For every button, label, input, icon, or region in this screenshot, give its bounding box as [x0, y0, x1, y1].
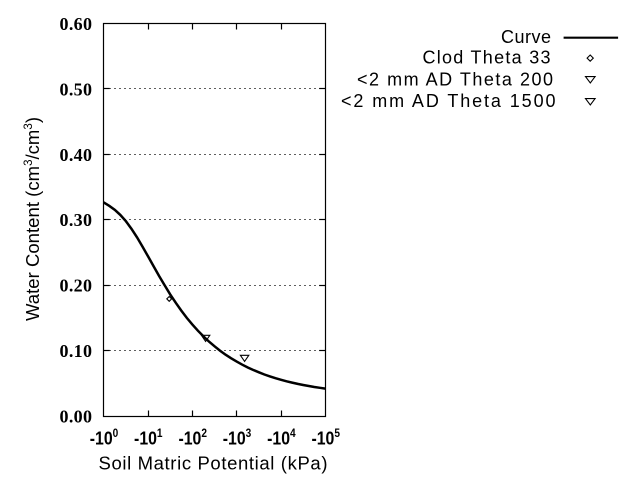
svg-text:0.30: 0.30 — [60, 210, 93, 230]
svg-text:-101: -101 — [134, 428, 163, 448]
svg-text:Water Content (cm3/cm3): Water Content (cm3/cm3) — [22, 117, 43, 321]
svg-text:0.00: 0.00 — [60, 407, 93, 427]
svg-text:Clod Theta 33: Clod Theta 33 — [423, 47, 551, 67]
svg-text:-102: -102 — [178, 428, 207, 448]
svg-text:Soil Matric Potential (kPa): Soil Matric Potential (kPa) — [99, 453, 328, 474]
svg-text:<2 mm AD Theta 200: <2 mm AD Theta 200 — [357, 69, 553, 89]
svg-text:Curve: Curve — [501, 27, 551, 47]
svg-text:0.40: 0.40 — [60, 145, 93, 165]
svg-text:-103: -103 — [223, 428, 252, 448]
svg-text:-104: -104 — [267, 428, 296, 448]
svg-text:0.10: 0.10 — [60, 341, 93, 361]
svg-text:0.50: 0.50 — [60, 79, 93, 99]
svg-text:0.60: 0.60 — [60, 14, 93, 34]
svg-text:-100: -100 — [90, 428, 119, 448]
svg-text:<2 mm AD Theta 1500: <2 mm AD Theta 1500 — [341, 91, 556, 111]
svg-text:-105: -105 — [311, 428, 340, 448]
svg-text:0.20: 0.20 — [60, 276, 93, 296]
